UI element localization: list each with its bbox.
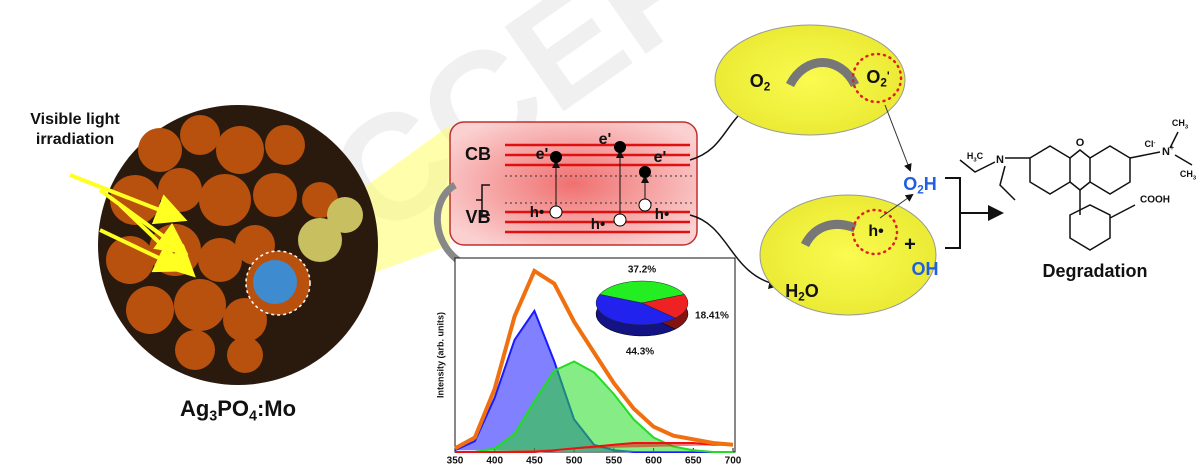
light-arrows: [69, 173, 196, 278]
atom-label: N+: [1162, 144, 1174, 158]
molecule: [959, 131, 1193, 251]
atom-label-part: 3: [1185, 124, 1189, 130]
water-label-part: H: [785, 281, 798, 301]
product-label: Degradation: [1042, 261, 1147, 281]
water-label-part: O: [805, 281, 819, 301]
hole-label: h•: [530, 204, 544, 221]
band-box: [449, 121, 698, 246]
material-label-part: PO: [217, 396, 249, 421]
arrow: [884, 104, 912, 172]
hole-label: h•: [868, 223, 884, 240]
material-label-part: Ag: [180, 396, 209, 421]
water-label: H2O: [785, 281, 819, 304]
x-tick-label: 400: [486, 456, 503, 466]
hydroperoxyl-label-part: 2: [917, 183, 924, 196]
sem-image: [98, 105, 378, 385]
cb-label: CB: [465, 144, 491, 164]
atom-label: COOH: [1140, 195, 1170, 206]
hole-label: h•: [655, 206, 669, 223]
plus-sign: +: [904, 233, 916, 255]
pie-label: 44.3%: [626, 347, 654, 358]
arrow: [879, 193, 914, 219]
atom-label-part: H: [967, 151, 974, 161]
bracket: [476, 184, 490, 216]
atom-label-part: C: [977, 151, 984, 161]
atom-label-part: 3: [973, 157, 977, 163]
atom-label-part: -: [1154, 139, 1156, 145]
o2-label: O2: [750, 71, 771, 94]
superoxide-label: O2': [866, 67, 890, 90]
light-label: irradiation: [36, 131, 114, 148]
atom-label-part: 3: [1193, 175, 1197, 181]
o2-label-part: O: [750, 71, 764, 91]
hydroxyl-label: OH: [912, 259, 939, 279]
arrow-to-water: [689, 214, 781, 290]
atom-label: O: [1076, 137, 1085, 149]
superoxide-label-part: 2: [880, 76, 887, 89]
curved-arrow: [800, 219, 857, 248]
spectrum-curve: [455, 442, 733, 453]
pie-slice: [595, 294, 677, 326]
dotted-circle: [851, 52, 903, 104]
atom-label: Cl-: [1145, 139, 1156, 149]
superoxide-label-part: ': [887, 70, 890, 83]
band-lines: [505, 143, 690, 234]
x-tick-label: 350: [447, 456, 464, 466]
x-tick-label: 550: [606, 456, 623, 466]
light-label: Visible light: [30, 111, 120, 128]
vb-label: VB: [465, 207, 490, 227]
atom-label: H3C: [967, 151, 984, 163]
hydroperoxyl-label: O2H: [903, 174, 937, 197]
x-tick-label: 700: [725, 456, 742, 466]
water-label-part: 2: [798, 290, 805, 303]
material-label-part: 3: [209, 408, 217, 424]
x-tick-label: 450: [526, 456, 543, 466]
electron-label: e': [654, 149, 667, 166]
atom-label: N: [996, 154, 1004, 166]
curved-arrow: [785, 58, 860, 88]
electron-label: e': [599, 131, 612, 148]
hole-label: h•: [591, 216, 605, 233]
atom-label-part: CH: [1172, 118, 1185, 128]
y-axis-label: Intensity (arb. units): [435, 312, 445, 398]
pie-label: 37.2%: [628, 265, 656, 276]
transitions: [549, 141, 652, 227]
material-label-part: :Mo: [257, 396, 296, 421]
x-tick-label: 600: [645, 456, 662, 466]
hydroperoxyl-label-part: O: [903, 174, 917, 194]
superoxide-label-part: O: [866, 67, 880, 87]
pie-label: 18.41%: [695, 311, 729, 322]
atom-label-part: +: [1170, 144, 1174, 152]
spectrum-curve: [455, 360, 733, 453]
bracket-arrow: [945, 177, 1000, 249]
atom-label: CH3: [1180, 169, 1197, 181]
atom-label: CH3: [1172, 118, 1189, 130]
atom-label-part: CH: [1180, 169, 1193, 179]
spectrum-curve: [454, 268, 734, 451]
x-tick-label: 650: [685, 456, 702, 466]
atom-label-part: Cl: [1145, 139, 1154, 149]
hydroperoxyl-label-part: H: [924, 174, 937, 194]
x-tick-label: 500: [566, 456, 583, 466]
pie-slice: [599, 280, 685, 304]
pie-slice: [641, 294, 689, 319]
electron-label: e': [536, 146, 549, 163]
defect-levels: [505, 175, 695, 204]
material-label: Ag3PO4:Mo: [180, 396, 296, 425]
o2-label-part: 2: [764, 80, 771, 93]
oxidation-ellipse: [714, 24, 906, 136]
reduction-ellipse: [759, 194, 937, 316]
material-label-part: 4: [249, 408, 257, 424]
dotted-circle: [851, 208, 899, 256]
atom-label-part: N: [1162, 146, 1170, 158]
